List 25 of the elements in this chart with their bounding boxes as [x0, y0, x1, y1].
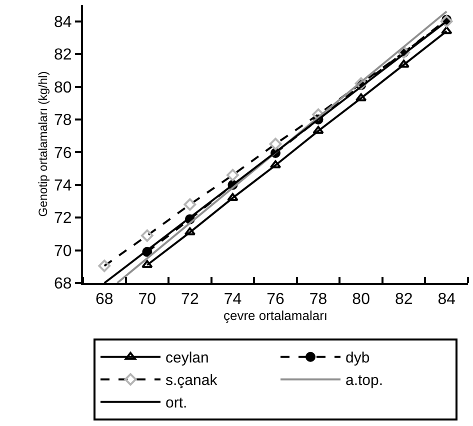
x-tick-label: 80 [352, 291, 370, 308]
y-axis-title: Genotip ortalamaları (kg/hl) [36, 71, 50, 217]
x-tick-label: 78 [309, 291, 328, 308]
y-tick-label: 70 [54, 242, 72, 260]
x-tick-label: 68 [95, 291, 114, 308]
y-tick-label: 72 [54, 210, 72, 228]
y-tick-label: 84 [54, 14, 72, 31]
y-tick-label: 82 [54, 46, 72, 64]
y-tick-label: 80 [54, 79, 72, 96]
y-tick-label: 76 [54, 144, 72, 162]
legend-label: dyb [346, 350, 370, 367]
legend-label: a.top. [346, 372, 384, 390]
legend-label: ceylan [166, 350, 209, 367]
x-tick-label: 82 [394, 291, 413, 308]
y-tick-label: 68 [54, 276, 72, 293]
x-tick-label: 76 [266, 291, 284, 308]
legend-label: s.çanak [166, 372, 218, 390]
y-tick-label: 78 [54, 112, 72, 130]
x-tick-label: 70 [138, 291, 156, 308]
x-axis-title: çevre ortalamaları [223, 308, 328, 324]
x-tick-label: 72 [181, 291, 199, 308]
legend-label: ort. [166, 394, 188, 412]
x-tick-label: 74 [224, 291, 242, 308]
x-tick-label: 84 [438, 291, 456, 308]
y-tick-label: 74 [54, 177, 72, 194]
